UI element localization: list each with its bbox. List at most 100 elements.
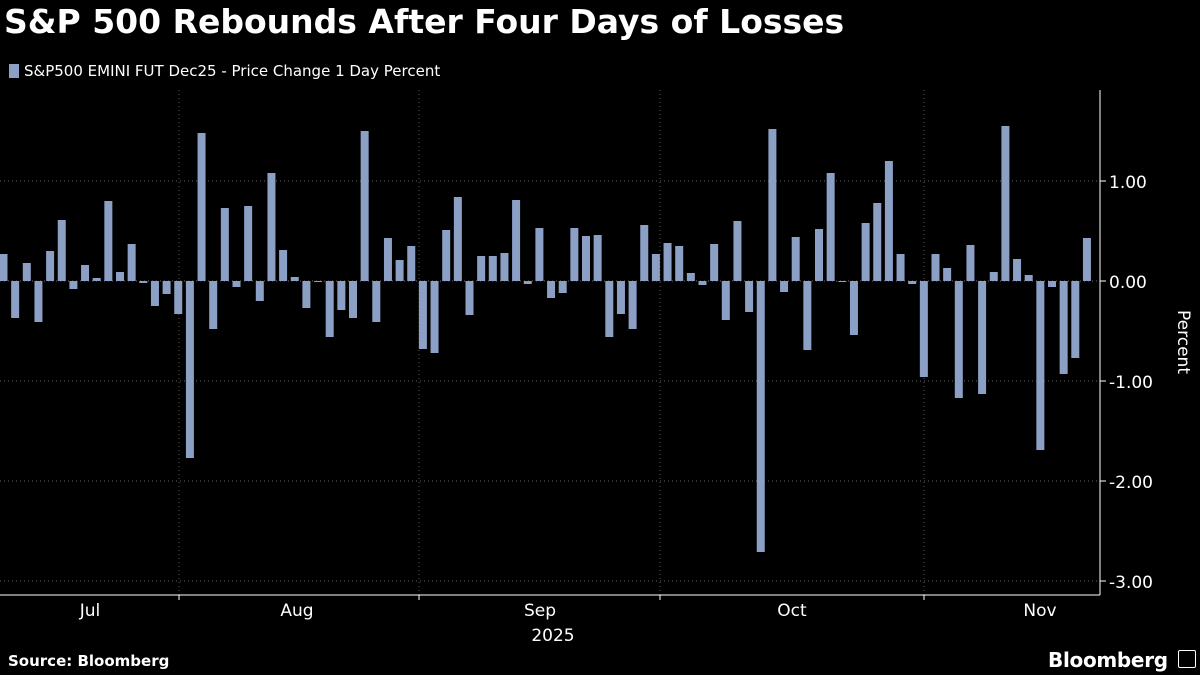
legend-swatch (9, 64, 19, 78)
bar (640, 225, 649, 281)
bar (57, 220, 66, 281)
bar (873, 203, 882, 281)
x-tick-label: Aug (280, 601, 313, 621)
bar (69, 281, 78, 289)
bar (826, 173, 835, 281)
bar (582, 236, 590, 281)
y-tick-label: 1.00 (1109, 173, 1147, 193)
bar (127, 244, 136, 281)
bar (1071, 281, 1080, 358)
bar (0, 254, 8, 281)
x-ticks: Jul Aug Sep Oct Nov (79, 595, 1057, 621)
bar (780, 281, 789, 292)
bar (954, 281, 963, 398)
bar (395, 260, 404, 281)
bar (407, 246, 416, 281)
bar (46, 251, 55, 281)
bar (185, 281, 194, 458)
bar (244, 206, 253, 281)
bar (488, 256, 497, 281)
x-tick-label: Jul (79, 601, 101, 621)
brand-logo: Bloomberg (1048, 648, 1168, 672)
bar (815, 229, 823, 281)
bar (174, 281, 183, 314)
bar (290, 277, 299, 281)
bar (104, 201, 113, 281)
x-tick-label: Oct (777, 601, 807, 621)
bar (966, 245, 975, 281)
bar (1024, 275, 1033, 281)
bar (92, 278, 101, 281)
bar (372, 281, 381, 322)
bar (279, 250, 288, 281)
bar (34, 281, 43, 322)
bar (1082, 238, 1091, 281)
bar (978, 281, 987, 394)
x-tick-label: Sep (524, 601, 556, 621)
legend-label: S&P500 EMINI FUT Dec25 - Price Change 1 … (24, 62, 441, 80)
bar (162, 281, 171, 294)
bar (721, 281, 730, 320)
bar (337, 281, 346, 310)
y-tick-label: -2.00 (1109, 473, 1153, 493)
bar (477, 256, 486, 281)
bar (150, 281, 159, 306)
source-note: Source: Bloomberg (8, 652, 170, 670)
bar (1001, 126, 1010, 281)
axes (0, 90, 1101, 596)
bar (465, 281, 474, 315)
bar (745, 281, 754, 312)
bar (663, 243, 672, 281)
bar (232, 281, 241, 287)
bar (989, 272, 998, 281)
bar (803, 281, 812, 350)
bar (908, 281, 917, 284)
y-tick-label: 0.00 (1109, 273, 1147, 293)
bar (698, 281, 707, 285)
bar (558, 281, 567, 293)
bar (919, 281, 928, 377)
bar (255, 281, 264, 301)
bar (383, 238, 392, 281)
bar (896, 254, 905, 281)
bar (547, 281, 556, 298)
bar (11, 281, 20, 318)
bar (570, 228, 579, 281)
bar (931, 254, 940, 281)
bar (1048, 281, 1056, 287)
bar (628, 281, 637, 329)
bar (838, 281, 847, 282)
bar (197, 133, 206, 281)
bar (1013, 259, 1022, 281)
bar (523, 281, 532, 284)
bar (139, 281, 148, 283)
bar (81, 265, 90, 281)
bars (0, 126, 1091, 552)
bar (686, 273, 695, 281)
bar (1036, 281, 1045, 450)
bar (325, 281, 334, 337)
y-tick-label: -3.00 (1109, 573, 1153, 593)
bar (349, 281, 357, 318)
y-ticks: -3.00 -2.00 -1.00 0.00 1.00 (1100, 173, 1153, 593)
bar (616, 281, 625, 314)
bar (535, 228, 544, 281)
bar (418, 281, 427, 349)
bar (209, 281, 218, 329)
bar (675, 246, 684, 281)
bar (605, 281, 614, 337)
chart-title: S&P 500 Rebounds After Four Days of Loss… (4, 2, 845, 41)
bar (593, 235, 602, 281)
bar (884, 161, 893, 281)
bar (360, 131, 369, 281)
bar (442, 230, 451, 281)
bar (756, 281, 765, 552)
bar (768, 129, 777, 281)
bar (453, 197, 462, 281)
gridlines (0, 90, 1100, 595)
bar (651, 254, 660, 281)
bar (849, 281, 858, 335)
bar (500, 253, 509, 281)
bar (791, 237, 800, 281)
